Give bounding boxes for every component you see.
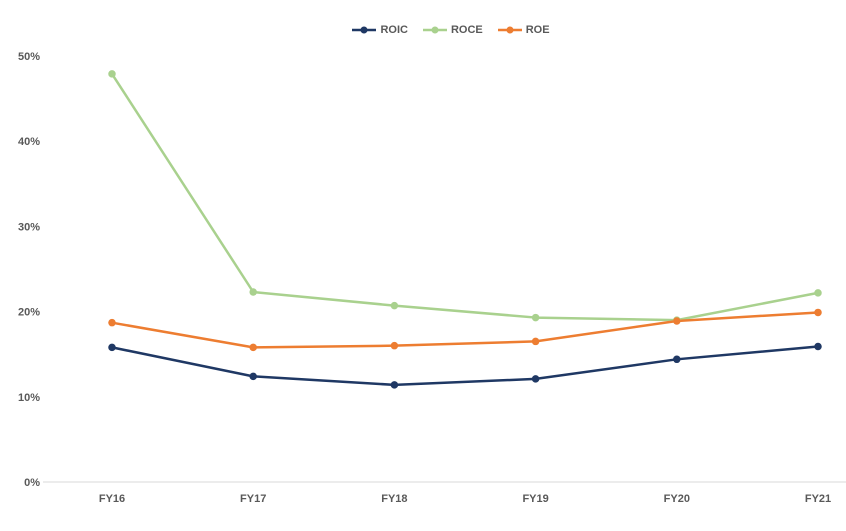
line-with-dot-icon <box>497 26 522 34</box>
series-marker-roce-fy17 <box>249 288 257 296</box>
x-axis-category-label: FY19 <box>522 493 548 505</box>
series-marker-roic-fy21 <box>814 342 822 351</box>
series-marker-roe-fy20 <box>673 317 681 325</box>
x-axis-category-label: FY20 <box>664 493 690 505</box>
legend-item-roic: ROIC <box>351 24 408 36</box>
series-marker-roe-fy19 <box>531 337 540 346</box>
legend-item-roce: ROCE <box>422 24 483 36</box>
legend-label-roe: ROE <box>525 24 550 36</box>
x-axis-category-label: FY18 <box>381 493 407 505</box>
series-marker-roic-fy17 <box>249 372 257 381</box>
y-axis-tick-label: 10% <box>18 392 40 404</box>
series-marker-roe-fy18 <box>390 341 399 350</box>
series-marker-roic-fy19 <box>531 375 540 383</box>
series-line-roe <box>110 311 820 349</box>
y-axis-tick-label: 50% <box>18 51 40 63</box>
legend-item-roe: ROE <box>497 24 550 36</box>
line-with-dot-icon <box>422 26 447 34</box>
legend-label-roce: ROCE <box>450 24 483 36</box>
series-marker-roic-fy18 <box>390 381 399 389</box>
chart-legend: ROIC ROCE ROE <box>55 21 846 39</box>
x-axis-category-label: FY21 <box>805 493 831 505</box>
series-marker-roic-fy20 <box>673 355 681 364</box>
series-marker-roce-fy19 <box>531 313 540 322</box>
series-marker-roe-fy21 <box>814 308 822 317</box>
series-line-roic <box>110 345 820 387</box>
line-with-dot-icon <box>352 26 377 34</box>
y-axis-tick-label: 20% <box>18 307 40 319</box>
series-marker-roic-fy16 <box>108 343 116 352</box>
series-marker-roe-fy16 <box>108 318 116 327</box>
y-axis-tick-label: 40% <box>18 136 40 148</box>
series-line-roce <box>110 72 820 322</box>
series-marker-roe-fy17 <box>249 343 257 352</box>
y-axis-tick-label: 0% <box>24 477 40 489</box>
series-marker-roce-fy16 <box>108 70 116 78</box>
y-axis-tick-label: 30% <box>18 221 40 233</box>
series-marker-roce-fy18 <box>390 301 399 310</box>
x-axis-category-label: FY16 <box>99 493 125 505</box>
x-axis-category-label: FY17 <box>240 493 266 505</box>
series-marker-roce-fy21 <box>814 289 822 297</box>
legend-label-roic: ROIC <box>380 24 408 36</box>
